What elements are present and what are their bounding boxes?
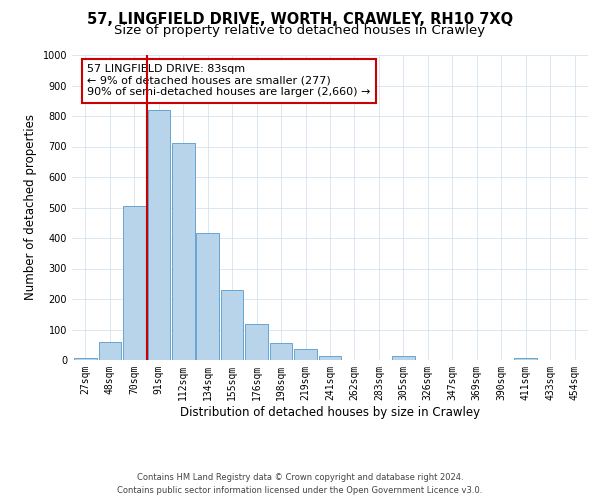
Bar xyxy=(270,343,292,360)
Bar xyxy=(172,144,194,360)
Bar xyxy=(245,324,268,360)
Bar xyxy=(123,206,146,360)
Bar xyxy=(196,234,219,360)
Bar xyxy=(98,342,121,360)
Bar xyxy=(294,350,317,360)
Bar xyxy=(148,110,170,360)
Text: 57, LINGFIELD DRIVE, WORTH, CRAWLEY, RH10 7XQ: 57, LINGFIELD DRIVE, WORTH, CRAWLEY, RH1… xyxy=(87,12,513,28)
Text: 57 LINGFIELD DRIVE: 83sqm
← 9% of detached houses are smaller (277)
90% of semi-: 57 LINGFIELD DRIVE: 83sqm ← 9% of detach… xyxy=(88,64,371,98)
Text: Size of property relative to detached houses in Crawley: Size of property relative to detached ho… xyxy=(115,24,485,37)
X-axis label: Distribution of detached houses by size in Crawley: Distribution of detached houses by size … xyxy=(180,406,480,418)
Bar xyxy=(514,358,537,360)
Bar xyxy=(74,358,97,360)
Bar xyxy=(392,356,415,360)
Bar xyxy=(221,290,244,360)
Bar xyxy=(319,356,341,360)
Y-axis label: Number of detached properties: Number of detached properties xyxy=(24,114,37,300)
Text: Contains HM Land Registry data © Crown copyright and database right 2024.
Contai: Contains HM Land Registry data © Crown c… xyxy=(118,474,482,495)
